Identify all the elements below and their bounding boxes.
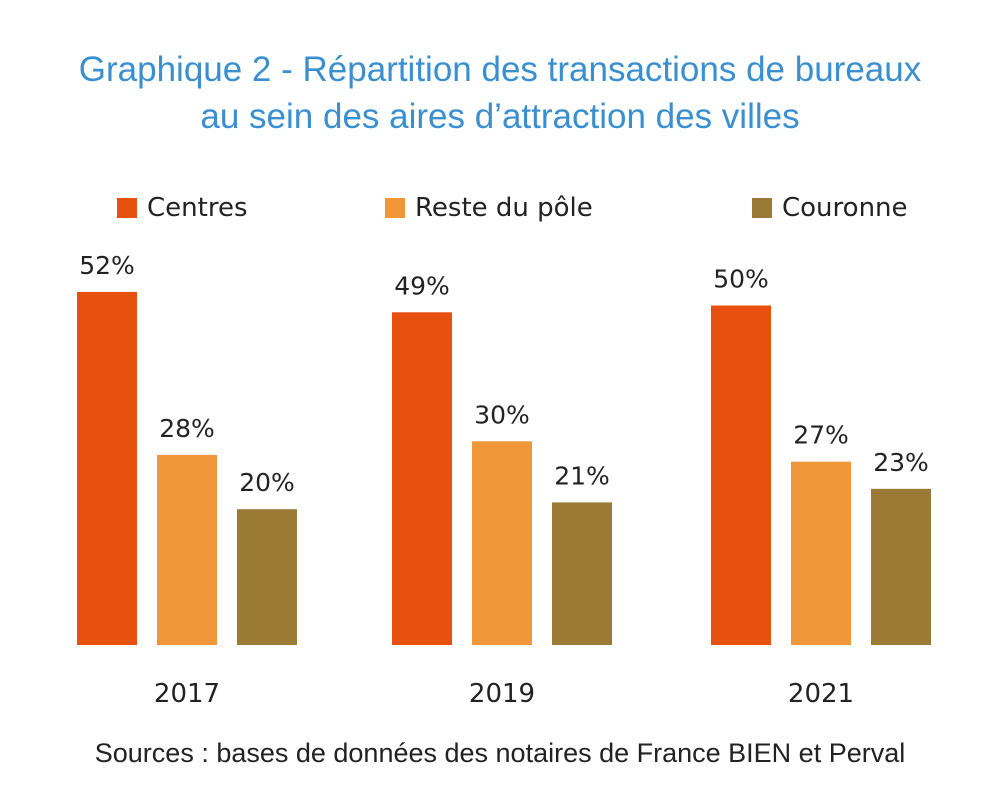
data-label: 21% — [554, 461, 610, 490]
legend-couronne: Couronne — [752, 190, 908, 226]
legend-reste-du-pole: Reste du pôle — [385, 190, 593, 226]
data-label: 28% — [159, 414, 215, 443]
legend-swatch — [385, 198, 405, 218]
legend-swatch — [117, 198, 137, 218]
bar-couronne-2017 — [237, 509, 297, 645]
chart-title-line-2: au sein des aires d’attraction des ville… — [200, 97, 800, 136]
legend-centres: Centres — [117, 190, 247, 226]
bar-centres-2017 — [77, 291, 137, 645]
bar-centres-2021 — [711, 305, 771, 645]
bar-reste-du-p-le-2017 — [157, 454, 217, 645]
x-tick-label: 2021 — [788, 679, 854, 709]
legend-swatch — [752, 198, 772, 218]
data-label: 52% — [79, 251, 135, 280]
legend-label: Centres — [147, 193, 248, 223]
bar-couronne-2019 — [552, 502, 612, 645]
legend-label: Couronne — [782, 193, 908, 223]
bar-reste-du-p-le-2019 — [472, 441, 532, 645]
data-label: 20% — [239, 468, 295, 497]
x-tick-label: 2017 — [154, 679, 220, 709]
data-label: 50% — [713, 265, 769, 294]
bar-reste-du-p-le-2021 — [791, 461, 851, 645]
data-label: 30% — [474, 400, 530, 429]
data-label: 23% — [873, 448, 929, 477]
chart-title-line-1: Graphique 2 - Répartition des transactio… — [78, 50, 922, 89]
data-label: 27% — [793, 421, 849, 450]
source-note: Sources : bases de données des notaires … — [94, 738, 906, 768]
bar-couronne-2021 — [871, 488, 931, 645]
data-label: 49% — [394, 271, 450, 300]
bar-centres-2019 — [392, 312, 452, 645]
legend-label: Reste du pôle — [415, 193, 593, 223]
x-tick-label: 2019 — [469, 679, 535, 709]
